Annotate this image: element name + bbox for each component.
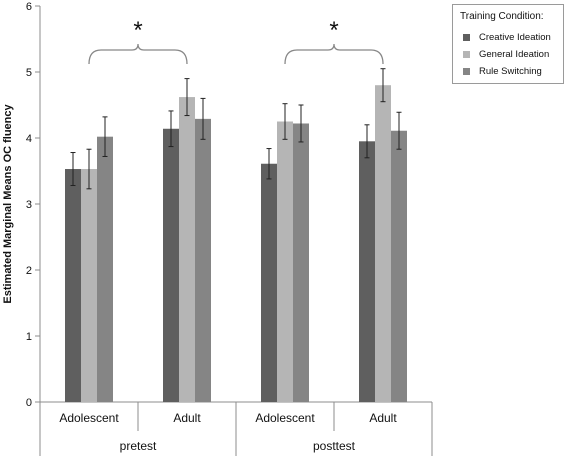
- bar: [359, 141, 375, 403]
- significance-star: *: [329, 17, 338, 44]
- legend-label: General Ideation: [479, 48, 550, 60]
- bar: [293, 123, 309, 402]
- bar: [179, 97, 195, 402]
- y-tick-label: 1: [26, 331, 32, 343]
- legend-item-general-ideation: General Ideation: [463, 48, 549, 60]
- y-tick-label: 2: [26, 265, 32, 277]
- y-tick-label: 5: [26, 67, 32, 79]
- bar: [65, 169, 81, 402]
- significance-annotations: * *: [88, 17, 384, 65]
- bar: [261, 163, 277, 402]
- bar: [277, 121, 293, 402]
- significance-bracket: [284, 43, 384, 65]
- bar: [391, 130, 407, 403]
- y-tick-label: 3: [26, 199, 32, 211]
- x-category-label: Adolescent: [255, 411, 315, 425]
- significance-bracket: [88, 43, 188, 65]
- legend-label: Rule Switching: [479, 65, 542, 77]
- y-tick-label: 0: [26, 397, 32, 409]
- legend: Training Condition: Creative Ideation Ge…: [452, 4, 564, 84]
- legend-title: Training Condition:: [460, 11, 544, 22]
- x-category-label: Adult: [369, 411, 397, 425]
- bar: [81, 169, 97, 402]
- legend-label: Creative Ideation: [479, 31, 551, 43]
- bar: [163, 128, 179, 402]
- x-category-label: Adult: [173, 411, 201, 425]
- legend-item-creative-ideation: Creative Ideation: [463, 31, 551, 43]
- y-axis-label: Estimated Marginal Means OC fluency: [2, 103, 14, 303]
- y-tick-label: 6: [26, 1, 32, 13]
- significance-star: *: [133, 17, 142, 44]
- legend-swatch: [463, 50, 470, 58]
- bar: [195, 118, 211, 403]
- legend-swatch: [463, 33, 470, 41]
- legend-swatch: [463, 67, 470, 75]
- y-tick-label: 4: [26, 133, 32, 145]
- x-group-label: posttest: [313, 439, 356, 453]
- bars-layer: [65, 68, 407, 403]
- bar: [375, 85, 391, 402]
- bar: [97, 136, 113, 402]
- axes: 0 1 2 3 4 5 6 Adolescent Adult Adolescent Adult pre…: [26, 1, 433, 456]
- x-category-label: Adolescent: [59, 411, 119, 425]
- x-group-label: pretest: [120, 439, 157, 453]
- legend-item-rule-switching: Rule Switching: [463, 65, 542, 77]
